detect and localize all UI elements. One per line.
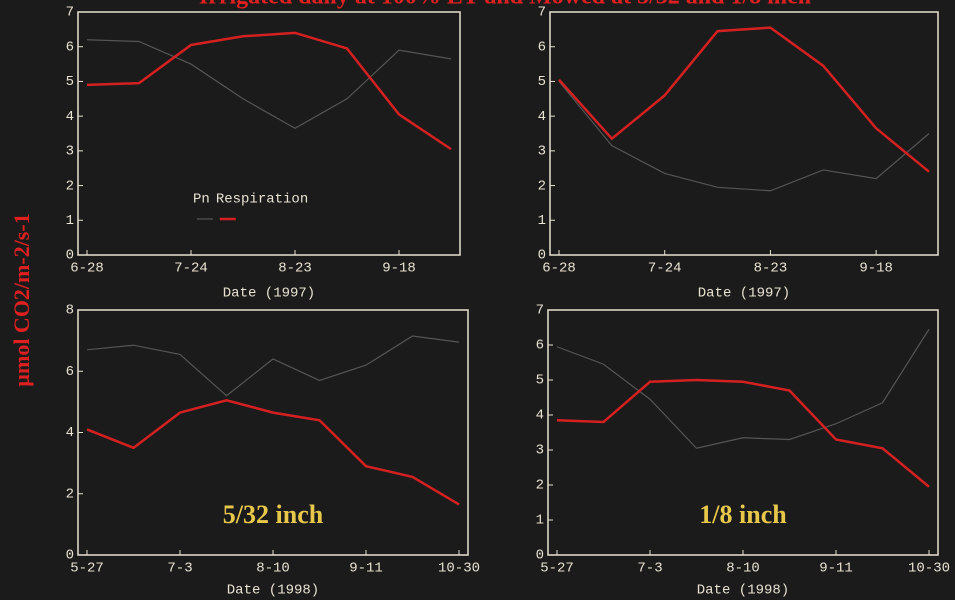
- x-tick-label: 10-30: [438, 561, 480, 577]
- y-tick-label: 4: [536, 408, 544, 424]
- y-tick-label: 6: [536, 338, 544, 354]
- x-tick-label: 5-27: [70, 561, 104, 577]
- y-tick-label: 7: [66, 5, 74, 21]
- y-tick-label: 2: [538, 178, 546, 194]
- x-tick-label: 8-10: [726, 561, 760, 577]
- x-tick-label: 7-24: [174, 261, 208, 277]
- y-tick-label: 0: [538, 248, 546, 264]
- y-tick-label: 1: [66, 213, 74, 229]
- plot-frame: [549, 11, 939, 256]
- y-tick-label: 5: [538, 74, 546, 90]
- series-line: [556, 378, 930, 488]
- y-tick-label: 6: [66, 364, 74, 380]
- figure-title: Irrigated daily at 100% ET and Mowed at …: [199, 0, 811, 10]
- x-tick-label: 8-23: [754, 261, 788, 277]
- y-tick-label: 5: [66, 74, 74, 90]
- y-tick-label: 2: [66, 178, 74, 194]
- x-tick-label: 5-27: [540, 561, 574, 577]
- x-tick-label: 9-11: [819, 561, 853, 577]
- y-tick-label: 7: [536, 303, 544, 319]
- y-tick-label: 4: [538, 109, 546, 125]
- x-tick-label: 6-28: [542, 261, 576, 277]
- series-line: [86, 335, 460, 397]
- x-tick-label: 8-23: [278, 261, 312, 277]
- legend-label: Respiration: [216, 192, 308, 208]
- x-axis-label: Date (1998): [697, 583, 789, 599]
- x-tick-label: 8-10: [256, 561, 290, 577]
- x-axis-label: Date (1997): [698, 286, 790, 302]
- x-tick-label: 9-11: [349, 561, 383, 577]
- x-axis-label: Date (1998): [227, 583, 319, 599]
- series-line: [558, 81, 930, 192]
- y-tick-label: 1: [538, 213, 546, 229]
- x-tick-label: 6-28: [70, 261, 104, 277]
- series-line: [556, 328, 930, 449]
- y-tick-label: 7: [538, 5, 546, 21]
- y-tick-label: 6: [66, 39, 74, 55]
- y-tick-label: 2: [536, 478, 544, 494]
- y-tick-label: 5: [536, 373, 544, 389]
- x-tick-label: 9-18: [859, 261, 893, 277]
- y-tick-label: 0: [66, 548, 74, 564]
- y-tick-label: 3: [66, 144, 74, 160]
- plot-frame: [77, 11, 461, 256]
- x-axis-label: Date (1997): [223, 286, 315, 302]
- y-tick-label: 3: [538, 144, 546, 160]
- y-tick-label: 4: [66, 425, 74, 441]
- annotation: 1/8 inch: [699, 500, 787, 529]
- x-tick-label: 10-30: [908, 561, 950, 577]
- y-tick-label: 1: [536, 513, 544, 529]
- y-tick-label: 3: [536, 443, 544, 459]
- y-tick-label: 6: [538, 39, 546, 55]
- y-tick-label: 4: [66, 109, 74, 125]
- y-tick-label: 0: [66, 248, 74, 264]
- annotation: 5/32 inch: [223, 500, 324, 529]
- y-axis-label: µmol CO2/m-2/s-1: [9, 213, 34, 386]
- x-tick-label: 7-3: [167, 561, 192, 577]
- series-line: [86, 39, 452, 129]
- x-tick-label: 7-24: [648, 261, 682, 277]
- legend-label: Pn: [193, 192, 210, 208]
- x-tick-label: 9-18: [382, 261, 416, 277]
- series-line: [558, 26, 930, 173]
- y-tick-label: 2: [66, 486, 74, 502]
- x-tick-label: 7-3: [637, 561, 662, 577]
- y-tick-label: 0: [536, 548, 544, 564]
- series-line: [86, 399, 460, 506]
- series-line: [86, 31, 452, 151]
- y-tick-label: 8: [66, 303, 74, 319]
